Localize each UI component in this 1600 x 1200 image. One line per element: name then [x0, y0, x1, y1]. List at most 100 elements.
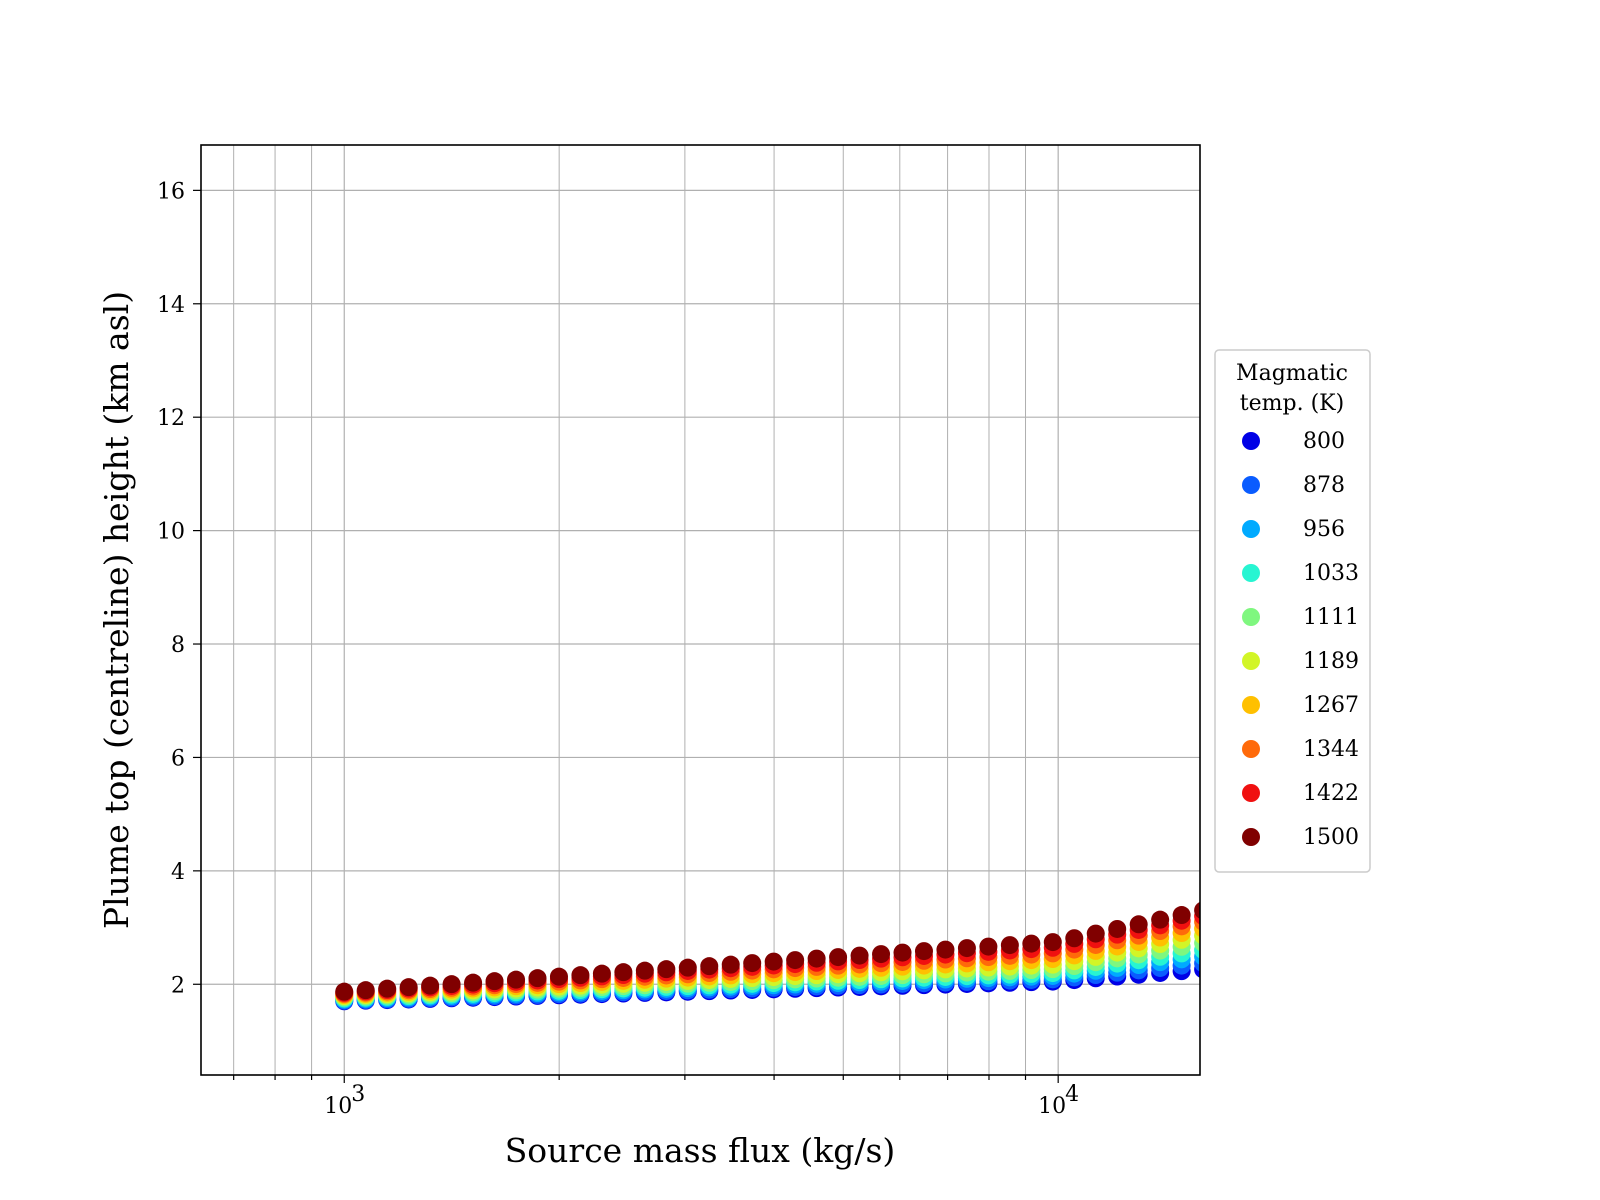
scatter-point [1559, 838, 1577, 856]
scatter-point [1259, 939, 1277, 957]
scatter-point [1237, 934, 1255, 952]
scatter-point [1344, 896, 1362, 914]
scatter-point [1387, 899, 1405, 917]
scatter-point [1280, 927, 1298, 945]
scatter-point [442, 975, 461, 994]
legend-marker [1242, 652, 1260, 670]
scatter-point [1452, 883, 1470, 901]
scatter-point [1430, 932, 1448, 950]
scatter-point [1409, 854, 1427, 872]
scatter-point [1430, 869, 1448, 887]
scatter-point [1043, 933, 1062, 952]
scatter-point [1516, 897, 1534, 915]
scatter-point [528, 969, 547, 988]
scatter-point [1409, 927, 1427, 945]
legend-label: 1033 [1303, 561, 1359, 586]
scatter-point [1559, 846, 1577, 864]
scatter-point [1216, 922, 1234, 940]
scatter-point [1452, 925, 1470, 943]
legend-label: 878 [1303, 473, 1345, 498]
scatter-point [1473, 858, 1491, 876]
scatter-point [764, 952, 783, 971]
scatter-point [1409, 894, 1427, 912]
scatter-point [1516, 887, 1534, 905]
scatter-point [1495, 912, 1513, 930]
scatter-point [1538, 850, 1556, 868]
scatter-point [1495, 853, 1513, 871]
scatter-point [743, 954, 762, 973]
y-tick-label: 16 [157, 179, 185, 204]
legend-label: 1267 [1303, 693, 1359, 718]
plot-area-frame [200, 144, 1201, 1076]
scatter-point [1323, 885, 1341, 903]
scatter-point [1259, 906, 1277, 924]
y-axis-title: Plume top (centreline) height (km asl) [97, 291, 136, 929]
scatter-point [592, 964, 611, 983]
scatter-point [1323, 921, 1341, 939]
scatter-point [1301, 933, 1319, 951]
legend-title-line2: temp. (K) [1240, 391, 1344, 416]
y-tick-label: 10 [157, 520, 185, 545]
scatter-point [464, 973, 483, 992]
scatter-point [1129, 915, 1148, 934]
legend-label: 1422 [1303, 781, 1359, 806]
scatter-point [850, 946, 869, 965]
scatter-point [678, 958, 697, 977]
scatter-point [1259, 893, 1277, 911]
scatter-point [1280, 894, 1298, 912]
scatter-point [1559, 857, 1577, 875]
scatter-point [1430, 900, 1448, 918]
scatter-point [1344, 927, 1362, 945]
scatter-point [1387, 879, 1405, 897]
x-tick-label-exponent: 3 [351, 1082, 365, 1107]
scatter-point [1452, 872, 1470, 890]
scatter-point [356, 981, 375, 1000]
scatter-point [1495, 834, 1513, 852]
scatter-point [1516, 847, 1534, 865]
scatter-point [1473, 899, 1491, 917]
scatter-point [1581, 886, 1599, 904]
scatter-point [1387, 888, 1405, 906]
scatter-point [1559, 868, 1577, 886]
scatter-point [1581, 843, 1599, 861]
scatter-point [485, 972, 504, 991]
scatter-point [1430, 889, 1448, 907]
scatter-point [1473, 919, 1491, 937]
scatter-point [1366, 884, 1384, 902]
scatter-point [1086, 924, 1105, 943]
scatter-point [1237, 898, 1255, 916]
scatter-point [1473, 849, 1491, 867]
scatter-point [1194, 901, 1200, 919]
scatter-point [1366, 903, 1384, 921]
scatter-point [1344, 888, 1362, 906]
legend-marker [1242, 740, 1260, 758]
legend-marker [1242, 608, 1260, 626]
scatter-point [1452, 905, 1470, 923]
y-tick-label: 14 [157, 293, 185, 318]
x-tick-label: 10 [1038, 1094, 1066, 1119]
scatter-point [1538, 899, 1556, 917]
scatter-point [1301, 951, 1319, 969]
scatter-point [700, 957, 719, 976]
scatter-point [1259, 947, 1277, 965]
legend-title-line1: Magmatic [1236, 361, 1348, 386]
scatter-points [335, 820, 1599, 1011]
scatter-point [1387, 871, 1405, 889]
scatter-point [1516, 867, 1534, 885]
legend-marker [1242, 476, 1260, 494]
scatter-point [1409, 905, 1427, 923]
scatter-point [1387, 865, 1405, 883]
scatter-point [1559, 820, 1577, 838]
scatter-point [657, 960, 676, 979]
scatter-point [1430, 877, 1448, 895]
scatter-point [1495, 844, 1513, 862]
scatter-point [1581, 835, 1599, 853]
scatter-point [1280, 953, 1298, 971]
scatter-point [936, 940, 955, 959]
legend-marker [1242, 564, 1260, 582]
legend-label: 1189 [1303, 649, 1359, 674]
scatter-point [1259, 899, 1277, 917]
scatter-point [1538, 833, 1556, 851]
x-axis-title: Source mass flux (kg/s) [505, 1131, 896, 1170]
scatter-point [1409, 860, 1427, 878]
